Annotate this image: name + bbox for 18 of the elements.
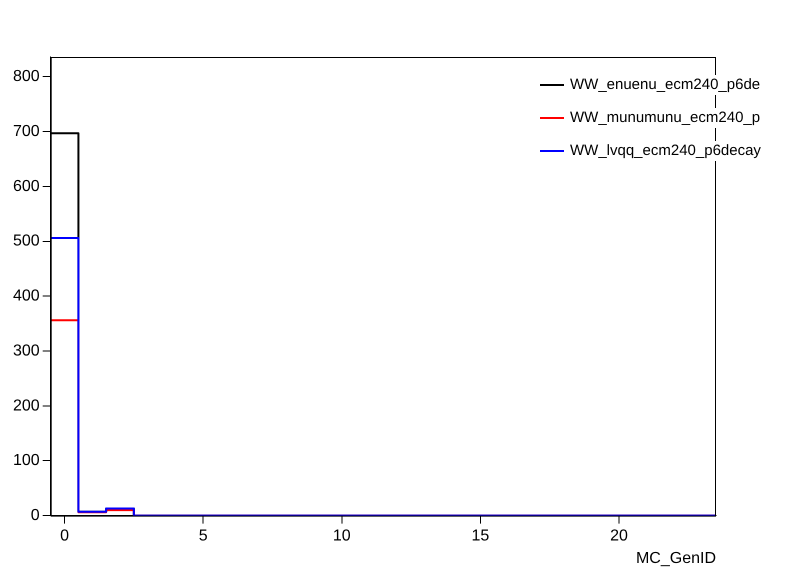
legend-label: WW_lvqq_ecm240_p6decay	[570, 142, 762, 160]
y-tick-label: 200	[12, 397, 40, 414]
x-axis-title: MC_GenID	[636, 550, 716, 567]
y-tick-label: 100	[12, 452, 40, 470]
x-tick-label: 5	[198, 528, 208, 545]
y-tick-label: 600	[12, 178, 40, 195]
y-tick-label: 800	[12, 68, 40, 86]
x-tick-label: 20	[610, 528, 628, 545]
y-tick-label: 0	[30, 507, 40, 524]
x-tick-label: 15	[471, 528, 490, 545]
legend-label: WW_munumunu_ecm240_p	[570, 109, 760, 126]
legend-label: WW_enuenu_ecm240_p6de	[570, 76, 760, 94]
x-tick-label: 10	[332, 528, 351, 545]
y-tick-label: 500	[12, 232, 40, 250]
y-tick-label: 300	[12, 342, 40, 360]
y-tick-label: 400	[12, 288, 40, 305]
x-tick-label: 0	[60, 528, 70, 545]
y-tick-label: 700	[12, 123, 40, 140]
